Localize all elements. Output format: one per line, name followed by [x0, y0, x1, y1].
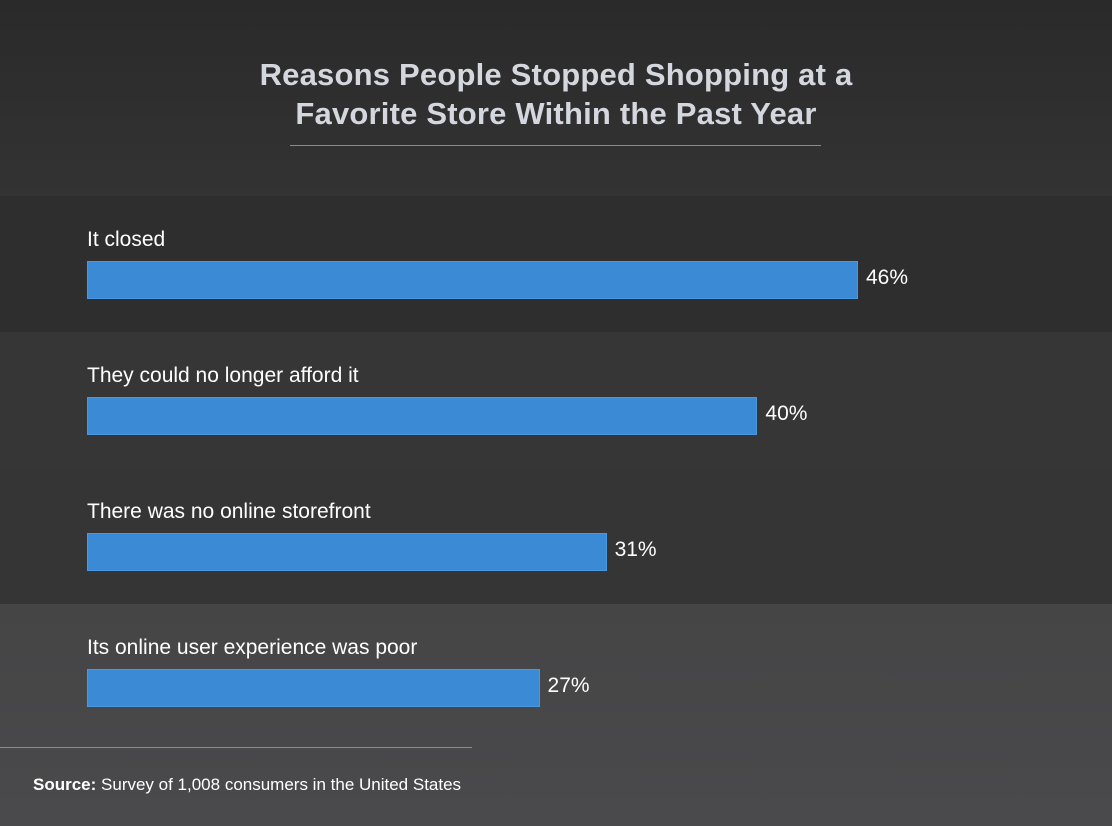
source-divider — [0, 747, 472, 748]
chart-title-line-2: Favorite Store Within the Past Year — [295, 96, 817, 131]
title-divider — [290, 145, 821, 146]
value-label: 27% — [547, 674, 590, 697]
category-label: They could no longer afford it — [87, 364, 359, 387]
bar — [87, 397, 758, 435]
title-block: Reasons People Stopped Shopping at a Fav… — [0, 0, 1112, 196]
source-label: Source: — [33, 775, 97, 794]
bar — [87, 261, 858, 299]
source-note: Source: Survey of 1,008 consumers in the… — [33, 775, 461, 795]
row-band-4 — [0, 604, 1112, 826]
chart-title-line-1: Reasons People Stopped Shopping at a — [259, 57, 853, 92]
bar — [87, 669, 540, 707]
source-text: Survey of 1,008 consumers in the United … — [96, 775, 462, 794]
bar — [87, 533, 607, 571]
category-label: There was no online storefront — [87, 500, 371, 523]
category-label: It closed — [87, 228, 166, 251]
value-label: 46% — [866, 266, 909, 289]
value-label: 31% — [614, 538, 657, 561]
category-label: Its online user experience was poor — [87, 636, 418, 659]
value-label: 40% — [765, 402, 808, 425]
